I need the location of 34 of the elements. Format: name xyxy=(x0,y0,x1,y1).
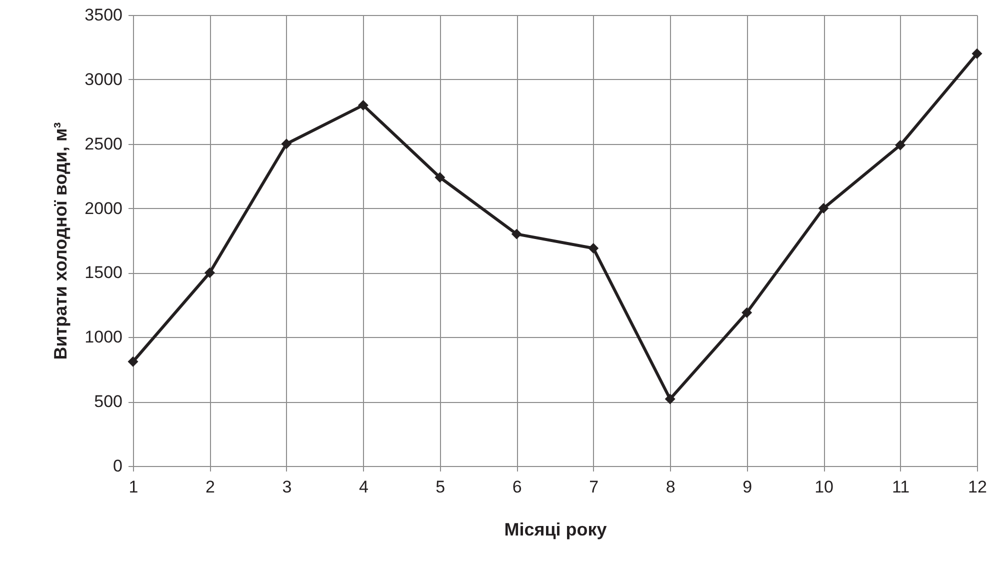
point xyxy=(818,203,829,214)
point xyxy=(511,228,522,240)
x-tick-label: 6 xyxy=(512,478,522,496)
point xyxy=(434,172,446,183)
y-tick-label: 2000 xyxy=(84,198,122,218)
y-tick-label: 500 xyxy=(94,392,122,412)
point xyxy=(742,307,752,318)
y-tick-label: 1000 xyxy=(84,328,122,347)
y-tick-label: 3500 xyxy=(84,6,122,24)
x-tick-label: 8 xyxy=(666,478,676,496)
y-tick-label: 1500 xyxy=(84,263,122,282)
point xyxy=(664,394,676,404)
point xyxy=(358,100,368,110)
x-tick-label: 3 xyxy=(282,478,292,496)
point xyxy=(588,242,599,254)
point xyxy=(128,356,138,367)
point xyxy=(204,267,215,278)
point xyxy=(895,140,906,150)
x-tick-label: 1 xyxy=(128,478,138,496)
x-tick-label: 2 xyxy=(205,478,215,496)
x-axis-title: Місяці року xyxy=(504,520,607,540)
point xyxy=(281,138,292,150)
point xyxy=(972,48,982,59)
x-tick-label: 10 xyxy=(814,478,834,496)
x-tick-label: 12 xyxy=(968,478,987,496)
y-tick-label: 3000 xyxy=(84,70,122,89)
x-tick-label: 9 xyxy=(742,478,752,496)
x-tick-label: 5 xyxy=(436,478,446,496)
x-tick-label: 7 xyxy=(589,478,599,496)
y-axis-title: Витрати холодної води, м³ xyxy=(50,122,71,360)
x-tick-label: 4 xyxy=(358,478,368,496)
y-tick-label: 0 xyxy=(113,456,122,476)
y-tick-label: 2500 xyxy=(84,134,122,154)
x-tick-label: 11 xyxy=(892,478,910,496)
